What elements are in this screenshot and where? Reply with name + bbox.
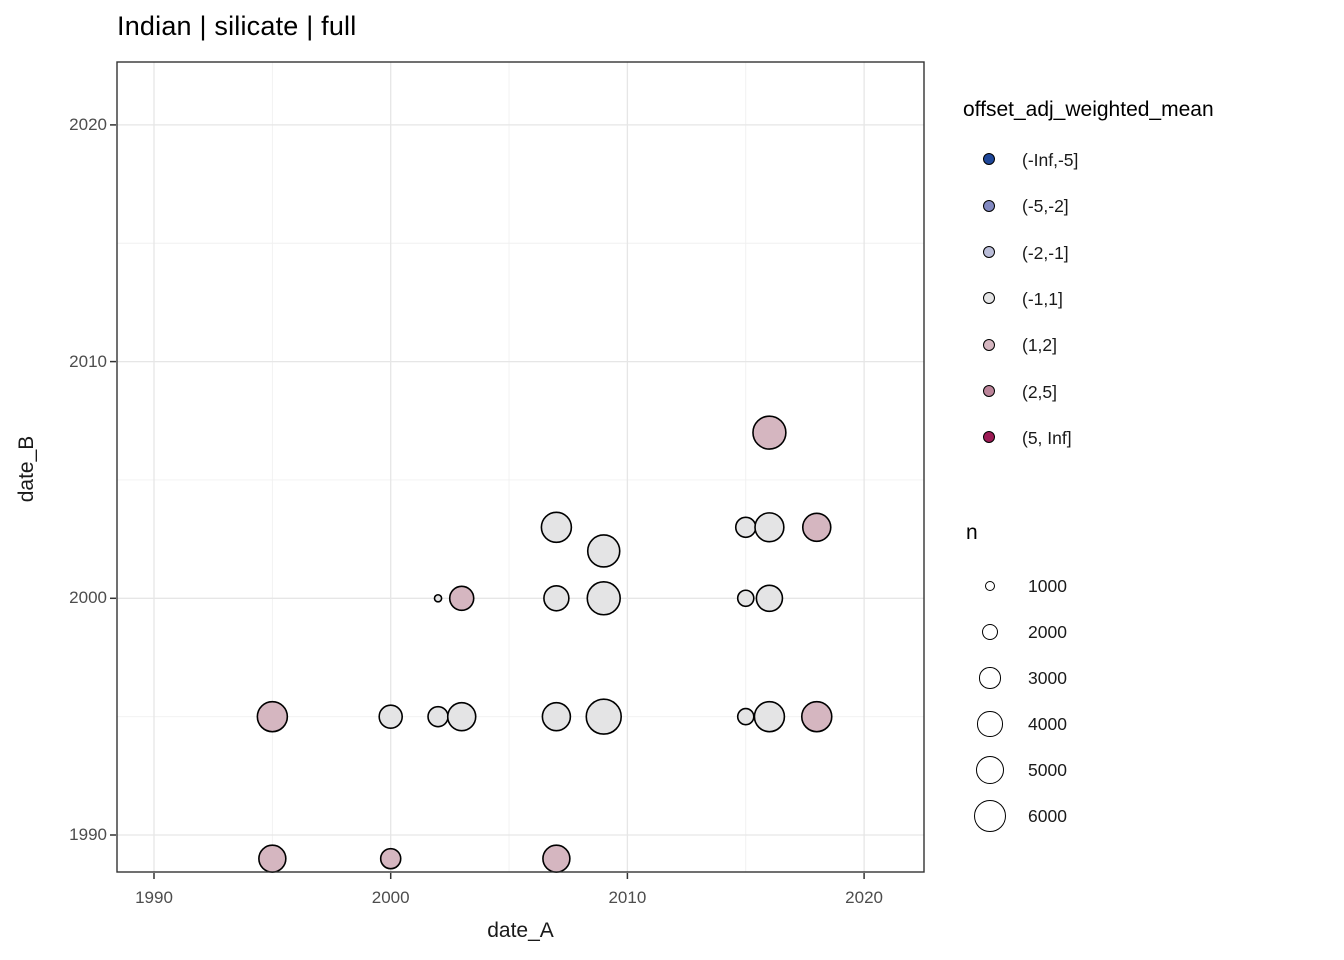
color-legend-swatch [983,153,995,166]
size-legend-circle [973,799,1006,832]
data-point [379,847,402,870]
data-point [378,704,404,729]
data-point [734,516,757,539]
size-legend-label: 1000 [1028,576,1067,596]
data-point [258,844,287,873]
size-legend-circle [977,711,1003,737]
data-point [755,584,784,613]
data-point [736,707,755,726]
color-legend-label: (2,5] [1022,381,1058,402]
color-legend-label: (-2,-1] [1022,242,1069,263]
color-legend-swatch [983,431,995,444]
x-axis-title: date_A [487,919,554,942]
data-point [586,534,621,568]
color-legend-title: offset_adj_weighted_mean [963,98,1214,121]
x-tick-label: 1990 [135,888,173,907]
size-legend-circle [975,755,1005,785]
color-legend-swatch [983,292,995,305]
data-point [448,585,475,612]
color-legend-label: (1,2] [1022,335,1058,356]
color-legend-swatch [983,338,995,351]
color-legend-label: (-1,1] [1022,288,1063,309]
color-legend-label: (-Inf,-5] [1022,150,1079,170]
plot-title: Indian | silicate | full [117,11,357,41]
y-tick-label: 2000 [69,588,107,608]
size-legend-label: 5000 [1028,760,1067,780]
size-legend-label: 2000 [1028,622,1067,642]
color-legend-swatch [983,384,995,397]
color-legend-label: (5, Inf] [1022,427,1072,448]
y-tick-label: 2010 [69,351,107,371]
data-point [801,512,832,543]
size-legend-label: 3000 [1028,668,1067,688]
data-point [736,589,755,608]
size-legend-circle [984,580,996,592]
data-point [540,511,573,544]
data-point [256,700,289,733]
y-tick-label: 2020 [69,114,107,134]
size-legend-label: 4000 [1028,714,1067,734]
size-legend-circle [981,623,999,641]
color-legend-swatch [983,199,995,212]
data-point [433,593,443,603]
color-legend-label: (-5,-2] [1022,196,1069,217]
x-tick-label: 2010 [608,888,647,907]
data-point [586,581,621,616]
size-legend-circle [979,667,1001,689]
data-point [542,844,571,873]
panel-border [116,61,925,873]
data-point [753,700,786,733]
x-tick-label: 2020 [845,888,883,907]
data-point [754,512,785,543]
data-point [427,705,449,728]
color-legend-swatch [983,246,995,258]
data-point [585,698,622,735]
data-point [541,701,572,732]
data-point [800,700,833,733]
data-point [752,415,787,450]
size-legend-title: n [966,521,978,544]
data-point [543,585,570,612]
x-tick-label: 2000 [371,888,410,907]
y-axis-title: date_B [15,435,38,503]
data-point [446,701,477,732]
y-tick-label: 1990 [69,825,107,844]
size-legend-label: 6000 [1028,806,1067,826]
